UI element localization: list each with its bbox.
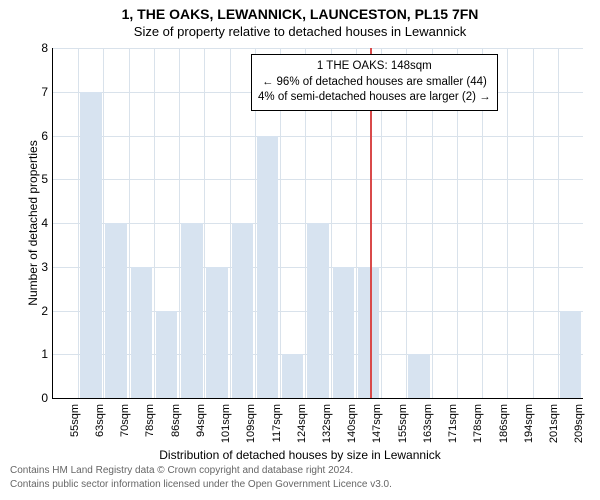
- histogram-bar: [181, 223, 202, 398]
- gridline-vertical: [204, 48, 205, 398]
- gridline-horizontal: [53, 179, 583, 180]
- gridline-vertical: [78, 48, 79, 398]
- annotation-line: 4% of semi-detached houses are larger (2…: [258, 90, 491, 106]
- gridline-vertical: [129, 48, 130, 398]
- footer-attribution-1: Contains HM Land Registry data © Crown c…: [10, 465, 353, 476]
- histogram-bar: [206, 267, 227, 398]
- y-tick-label: 5: [18, 172, 48, 186]
- gridline-vertical: [230, 48, 231, 398]
- y-tick-label: 0: [18, 391, 48, 405]
- histogram-bar: [232, 223, 253, 398]
- histogram-bar: [358, 267, 379, 398]
- annotation-line: 1 THE OAKS: 148sqm: [258, 59, 491, 75]
- gridline-vertical: [533, 48, 534, 398]
- x-axis-label: Distribution of detached houses by size …: [0, 448, 600, 462]
- y-tick-label: 3: [18, 260, 48, 274]
- page-title-line1: 1, THE OAKS, LEWANNICK, LAUNCESTON, PL15…: [0, 6, 600, 22]
- gridline-vertical: [154, 48, 155, 398]
- histogram-bar: [131, 267, 152, 398]
- annotation-line: ← 96% of detached houses are smaller (44…: [258, 75, 491, 91]
- histogram-bar: [307, 223, 328, 398]
- histogram-bar: [560, 311, 581, 399]
- histogram-bar: [333, 267, 354, 398]
- footer-attribution-2: Contains public sector information licen…: [10, 479, 392, 490]
- gridline-horizontal: [53, 136, 583, 137]
- gridline-vertical: [179, 48, 180, 398]
- page-title-line2: Size of property relative to detached ho…: [0, 24, 600, 39]
- histogram-bar: [257, 136, 278, 399]
- gridline-vertical: [103, 48, 104, 398]
- gridline-vertical: [558, 48, 559, 398]
- histogram-bar: [105, 223, 126, 398]
- gridline-vertical: [507, 48, 508, 398]
- histogram-bar: [282, 354, 303, 398]
- histogram-bar: [80, 92, 101, 398]
- histogram-bar: [156, 311, 177, 399]
- gridline-horizontal: [53, 48, 583, 49]
- y-tick-label: 1: [18, 347, 48, 361]
- y-tick-label: 2: [18, 304, 48, 318]
- y-tick-label: 4: [18, 216, 48, 230]
- y-tick-label: 7: [18, 85, 48, 99]
- chart-plot-area: 1 THE OAKS: 148sqm← 96% of detached hous…: [52, 48, 583, 399]
- y-tick-label: 6: [18, 129, 48, 143]
- histogram-bar: [408, 354, 429, 398]
- y-tick-label: 8: [18, 41, 48, 55]
- annotation-callout: 1 THE OAKS: 148sqm← 96% of detached hous…: [251, 54, 498, 111]
